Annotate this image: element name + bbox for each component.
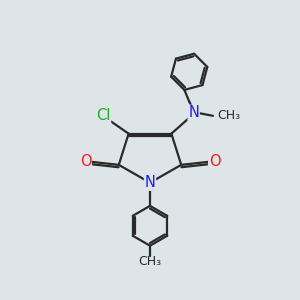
Text: N: N: [188, 105, 199, 120]
Text: O: O: [80, 154, 91, 169]
Text: CH₃: CH₃: [138, 255, 162, 268]
Text: N: N: [145, 175, 155, 190]
Text: Cl: Cl: [96, 108, 110, 123]
Text: CH₃: CH₃: [217, 109, 240, 122]
Text: O: O: [209, 154, 220, 169]
